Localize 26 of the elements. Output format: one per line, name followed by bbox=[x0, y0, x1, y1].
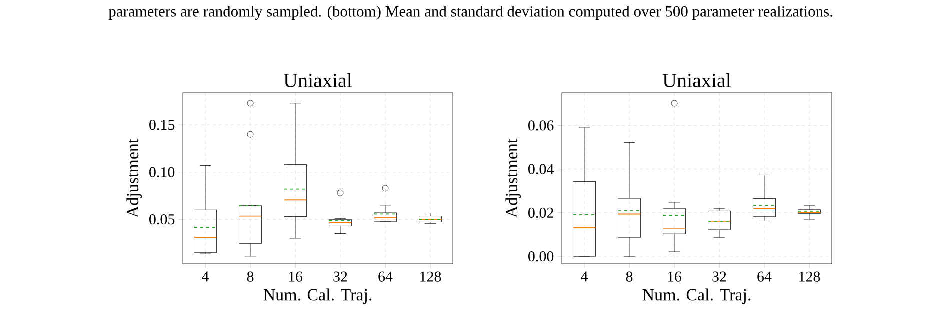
x-tick-label: 4 bbox=[581, 272, 588, 282]
x-tick-label: 128 bbox=[420, 272, 442, 282]
x-tick-label: 4 bbox=[202, 272, 210, 282]
y-tick-label: 0.10 bbox=[150, 167, 175, 178]
chart-title: Uniaxial bbox=[662, 73, 732, 88]
y-tick-label: 0.15 bbox=[150, 120, 175, 130]
x-tick-label: 64 bbox=[758, 272, 772, 282]
y-axis-title: Adjustment bbox=[506, 138, 522, 218]
x-tick-label: 32 bbox=[334, 272, 348, 282]
x-tick-label: 16 bbox=[289, 272, 303, 282]
y-tick-label: 0.06 bbox=[528, 120, 554, 131]
x-tick-label: 64 bbox=[378, 272, 393, 282]
y-tick-label: 0.04 bbox=[528, 164, 554, 174]
x-axis-title: Num. Cal. Traj. bbox=[642, 288, 751, 304]
y-tick-label: 0.05 bbox=[150, 214, 175, 225]
chart-title: Uniaxial bbox=[284, 73, 352, 88]
x-tick-label: 16 bbox=[668, 272, 682, 282]
x-tick-label: 32 bbox=[712, 272, 726, 282]
x-axis-title: Num. Cal. Traj. bbox=[264, 288, 372, 304]
x-tick-label: 8 bbox=[247, 272, 254, 282]
text: parameters are randomly sampled. (bottom) Mean and standard deviation computed over 500 parameter realizations. bbox=[108, 6, 832, 20]
x-tick-label: 128 bbox=[800, 272, 820, 282]
x-tick-label: 8 bbox=[626, 272, 633, 282]
y-tick-label: 0.00 bbox=[528, 251, 554, 262]
y-tick-label: 0.02 bbox=[528, 208, 554, 218]
y-axis-title: Adjustment bbox=[126, 138, 142, 218]
